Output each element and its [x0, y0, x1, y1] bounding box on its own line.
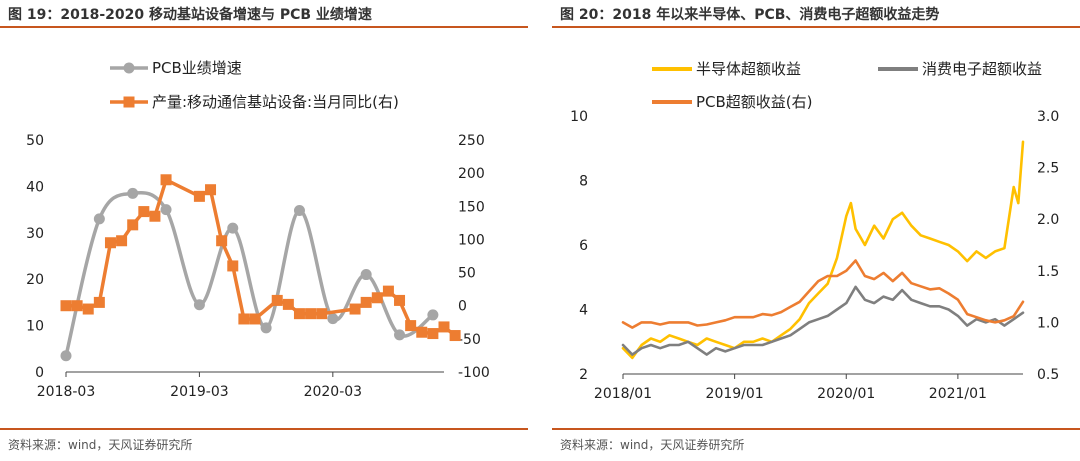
x-tick-label: 2019/01: [706, 386, 764, 402]
data-point: [116, 235, 128, 247]
data-point: [127, 187, 139, 199]
data-point: [349, 303, 361, 315]
data-point: [293, 308, 305, 320]
legend-label: 半导体超额收益: [696, 60, 801, 78]
data-point: [104, 237, 116, 249]
data-point: [260, 322, 272, 334]
data-point: [271, 294, 283, 306]
legend-marker: [123, 62, 135, 74]
left-y-tick-label: 10: [570, 109, 588, 125]
data-point: [160, 204, 172, 216]
data-point: [149, 210, 161, 222]
right-y-tick-label: -50: [458, 332, 481, 348]
series-line: [621, 259, 1025, 329]
left-y-tick-label: 6: [579, 238, 588, 254]
title-rule: [0, 26, 528, 28]
right-y-tick-label: 2.5: [1037, 161, 1059, 177]
data-point: [193, 299, 205, 311]
right-y-tick-label: 1.0: [1037, 315, 1059, 331]
left-y-tick-label: 50: [26, 133, 44, 149]
chart-title: 图 19：2018-2020 移动基站设备增速与 PCB 业绩增速: [8, 7, 372, 23]
right-y-tick-label: 1.5: [1037, 264, 1059, 280]
data-point: [371, 292, 383, 304]
right-y-tick-label: 2.0: [1037, 212, 1059, 228]
data-point: [71, 300, 83, 312]
data-point: [293, 205, 305, 217]
legend-label: PCB业绩增速: [152, 59, 242, 77]
right-y-tick-label: 0: [458, 299, 467, 315]
data-point: [249, 313, 261, 325]
data-point: [227, 222, 239, 234]
right-y-tick-label: 50: [458, 266, 476, 282]
source-note: 资料来源：wind，天风证券研究所: [560, 438, 745, 452]
data-point: [394, 329, 406, 341]
left-y-tick-label: 40: [26, 179, 44, 195]
right-y-tick-label: 0.5: [1037, 367, 1059, 383]
data-point: [382, 285, 394, 297]
title-rule: [552, 26, 1080, 28]
source-rule: [552, 428, 1080, 430]
x-tick-label: 2018-03: [37, 384, 96, 400]
data-point: [282, 298, 294, 310]
right-y-tick-label: 250: [458, 133, 485, 149]
legend-label: 产量:移动通信基站设备:当月同比(右): [152, 93, 399, 111]
series-line: [621, 285, 1025, 356]
right-y-tick-label: 200: [458, 166, 485, 182]
data-point: [127, 219, 139, 231]
x-tick-label: 2020/01: [817, 386, 875, 402]
legend-label: 消费电子超额收益: [922, 60, 1042, 78]
data-point: [82, 303, 94, 315]
left-y-tick-label: 2: [579, 367, 588, 383]
series-line: [621, 140, 1025, 360]
data-point: [93, 296, 105, 308]
data-point: [138, 206, 150, 218]
data-point: [216, 235, 228, 247]
data-point: [360, 296, 372, 308]
right-y-tick-label: 100: [458, 232, 485, 248]
left-y-tick-label: 0: [35, 365, 44, 381]
series-line: [64, 178, 457, 338]
data-point: [427, 328, 439, 340]
x-tick-label: 2020-03: [304, 384, 363, 400]
left-y-tick-label: 20: [26, 272, 44, 288]
x-tick-label: 2019-03: [170, 384, 229, 400]
right-y-tick-label: 3.0: [1037, 109, 1059, 125]
data-point: [405, 320, 417, 332]
chart-panel-right: 图 20：2018 年以来半导体、PCB、消费电子超额收益走势 2018/01 2…: [552, 0, 1080, 461]
data-point: [438, 321, 450, 333]
left-y-tick-label: 10: [26, 319, 44, 335]
right-y-tick-label: -100: [458, 365, 490, 381]
legend-label: PCB超额收益(右): [696, 93, 813, 111]
data-point: [60, 300, 72, 312]
x-tick-label: 2018/01: [594, 386, 652, 402]
data-point: [60, 350, 72, 362]
chart-title: 图 20：2018 年以来半导体、PCB、消费电子超额收益走势: [560, 7, 940, 23]
data-point: [360, 269, 372, 281]
data-point: [305, 308, 317, 320]
data-point: [427, 309, 439, 321]
excess-return-chart: 2018/01 2019/01 2020/01 2021/01 2 4 6 8 10 0.5 1.0…: [570, 60, 1059, 402]
right-y-tick-label: 150: [458, 199, 485, 215]
data-point: [327, 313, 339, 325]
data-point: [227, 260, 239, 272]
data-point: [316, 308, 328, 320]
left-y-tick-label: 8: [579, 174, 588, 190]
series-line: [64, 190, 435, 358]
left-y-tick-label: 30: [26, 226, 44, 242]
legend-marker: [123, 96, 135, 108]
data-point: [93, 213, 105, 225]
chart-panel-left: 图 19：2018-2020 移动基站设备增速与 PCB 业绩增速 2018-0…: [0, 0, 528, 461]
data-point: [205, 184, 217, 196]
data-point: [394, 294, 406, 306]
source-rule: [0, 428, 528, 430]
data-point: [416, 326, 428, 338]
source-note: 资料来源：wind，天风证券研究所: [8, 438, 193, 452]
data-point: [193, 190, 205, 202]
data-point: [160, 174, 172, 186]
data-point: [238, 313, 250, 325]
x-tick-label: 2021/01: [929, 386, 987, 402]
base-station-vs-pcb-chart: 2018-03 2019-03 2020-03 0 10 20 30 40 50 -100 -50 0…: [26, 59, 490, 400]
left-y-tick-label: 4: [579, 303, 588, 319]
data-point: [449, 330, 461, 342]
